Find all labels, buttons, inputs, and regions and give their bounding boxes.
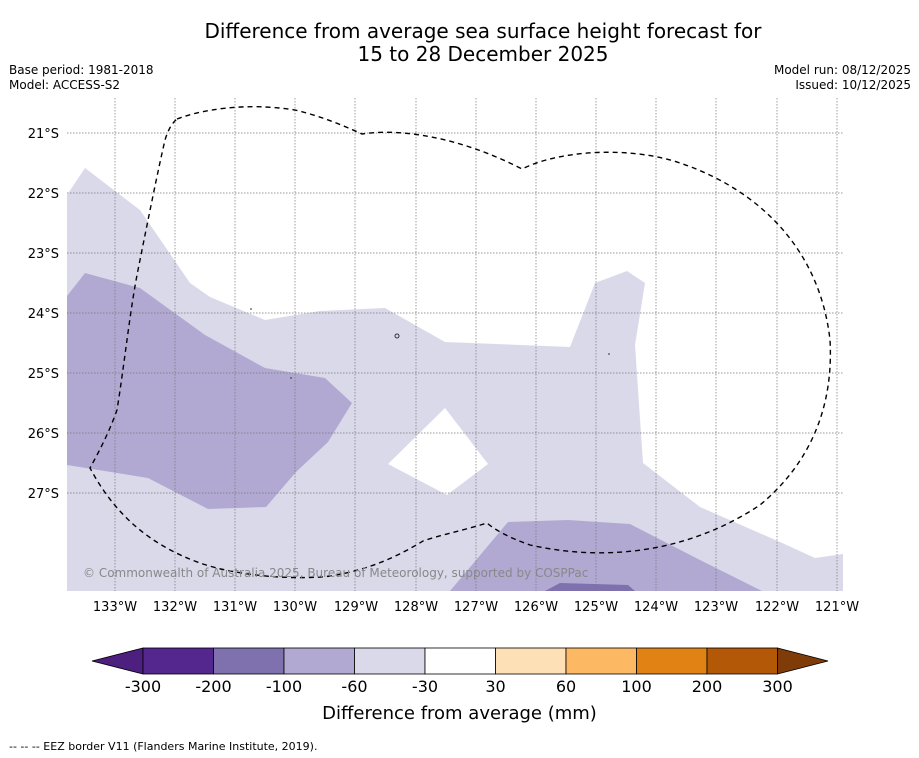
colorbar-tick: 60 <box>556 677 576 696</box>
lon-label: 127°W <box>454 600 498 615</box>
anomaly-region-dark <box>545 583 635 591</box>
colorbar-segment <box>565 647 637 675</box>
issued-date: Issued: 10/12/2025 <box>795 78 911 92</box>
lon-label: 130°W <box>273 600 317 615</box>
map-area <box>67 98 843 591</box>
lon-label: 129°W <box>334 600 378 615</box>
title-line2: 15 to 28 December 2025 <box>357 42 609 66</box>
lat-label: 27°S <box>28 487 59 502</box>
title-line1: Difference from average sea surface heig… <box>204 19 762 43</box>
latitude-labels: 21°S 22°S 23°S 24°S 25°S 26°S 27°S <box>28 127 59 502</box>
colorbar-segment <box>636 647 708 675</box>
colorbar-tick: 100 <box>621 677 652 696</box>
model-name: Model: ACCESS-S2 <box>9 78 121 92</box>
colorbar-tick: -100 <box>266 677 302 696</box>
map-title: Difference from average sea surface heig… <box>0 20 919 66</box>
colorbar-tick: 30 <box>485 677 505 696</box>
lat-label: 23°S <box>28 247 59 262</box>
colorbar-segment <box>142 647 214 675</box>
lon-label: 126°W <box>514 600 558 615</box>
colorbar-tick: -60 <box>341 677 367 696</box>
lon-label: 133°W <box>93 600 137 615</box>
lat-label: 24°S <box>28 307 59 322</box>
copyright-text: © Commonwealth of Australia 2025, Bureau… <box>83 566 588 580</box>
colorbar-segment <box>424 647 496 675</box>
eez-footnote: -- -- -- EEZ border V11 (Flanders Marine… <box>9 740 318 753</box>
lon-label: 121°W <box>815 600 859 615</box>
lat-label: 26°S <box>28 427 59 442</box>
lon-label: 132°W <box>153 600 197 615</box>
meta-right: Model run: 08/12/2025 Issued: 10/12/2025 <box>774 63 911 93</box>
colorbar-extend-high <box>777 647 829 675</box>
colorbar-segment <box>495 647 567 675</box>
lon-label: 128°W <box>394 600 438 615</box>
colorbar-segment <box>354 647 426 675</box>
longitude-labels: 133°W 132°W 131°W 130°W 129°W 128°W 127°… <box>93 600 859 615</box>
anomaly-region-neutral <box>388 408 488 495</box>
colorbar-tick: -300 <box>125 677 161 696</box>
colorbar-segment <box>283 647 355 675</box>
lon-label: 123°W <box>694 600 738 615</box>
colorbar-tick: 200 <box>692 677 723 696</box>
colorbar-extend-low <box>91 647 144 675</box>
lon-label: 131°W <box>213 600 257 615</box>
contour-dot <box>394 333 400 339</box>
gridlines <box>67 98 843 591</box>
colorbar-tick: 300 <box>762 677 793 696</box>
model-run: Model run: 08/12/2025 <box>773 63 911 77</box>
anomaly-region-mid-west <box>67 273 352 509</box>
lon-label: 122°W <box>755 600 799 615</box>
colorbar-tick: -200 <box>195 677 231 696</box>
colorbar-segment <box>706 647 778 675</box>
lat-label: 21°S <box>28 127 59 142</box>
lon-label: 125°W <box>574 600 618 615</box>
meta-left: Base period: 1981-2018 Model: ACCESS-S2 <box>9 63 154 93</box>
colorbar-tick: -30 <box>412 677 438 696</box>
colorbar: -300 -200 -100 -60 -30 30 60 100 200 300 <box>91 647 829 696</box>
lon-label: 124°W <box>634 600 678 615</box>
lat-label: 25°S <box>28 367 59 382</box>
base-period: Base period: 1981-2018 <box>9 63 154 77</box>
lat-label: 22°S <box>28 187 59 202</box>
anomaly-region-mid-south <box>450 520 762 591</box>
colorbar-title: Difference from average (mm) <box>322 703 597 724</box>
colorbar-segment <box>213 647 285 675</box>
